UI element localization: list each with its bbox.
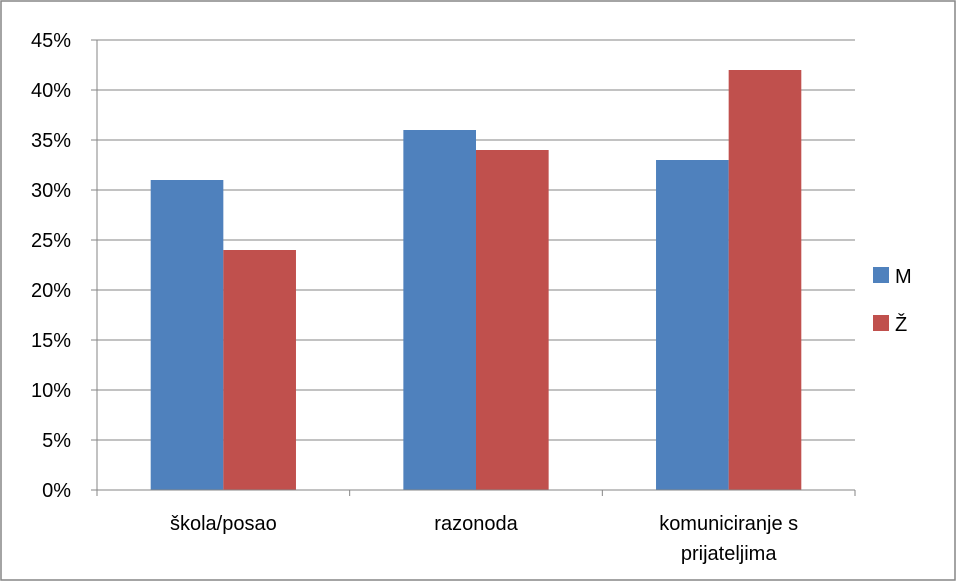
legend-swatch-m: [873, 267, 889, 283]
legend-label-z: Ž: [895, 313, 907, 336]
bar-m-0: [150, 180, 224, 490]
axes: [91, 39, 856, 496]
bar-m-2: [656, 160, 729, 490]
bar-z-1: [476, 150, 549, 490]
bar-m-1: [403, 130, 476, 490]
legend-label-m: M: [895, 266, 912, 288]
y-tick-label: 40%: [31, 80, 71, 102]
bars: [150, 70, 802, 490]
y-tick-label: 20%: [31, 280, 71, 302]
category-labels: škola/posao razonoda komuniciranje s prijat…: [170, 513, 798, 565]
y-tick-label: 15%: [31, 330, 71, 352]
bar-z-2: [728, 70, 802, 490]
y-tick-labels: 0% 5% 10% 15% 20% 25% 30% 35% 40% 45%: [31, 30, 71, 502]
y-tick-label: 25%: [31, 230, 71, 252]
y-tick-label: 45%: [31, 30, 71, 52]
y-tick-label: 30%: [31, 180, 71, 202]
category-label: komuniciranje s prijateljima: [659, 513, 798, 565]
y-tick-label: 35%: [31, 130, 71, 152]
legend-swatch-z: [873, 315, 889, 331]
category-label: razonoda: [434, 513, 518, 535]
y-tick-label: 0%: [42, 480, 71, 502]
y-tick-label: 5%: [42, 430, 71, 452]
legend: MŽ: [873, 266, 912, 336]
y-tick-label: 10%: [31, 380, 71, 402]
category-label: škola/posao: [170, 513, 277, 535]
bar-z-0: [223, 250, 296, 490]
